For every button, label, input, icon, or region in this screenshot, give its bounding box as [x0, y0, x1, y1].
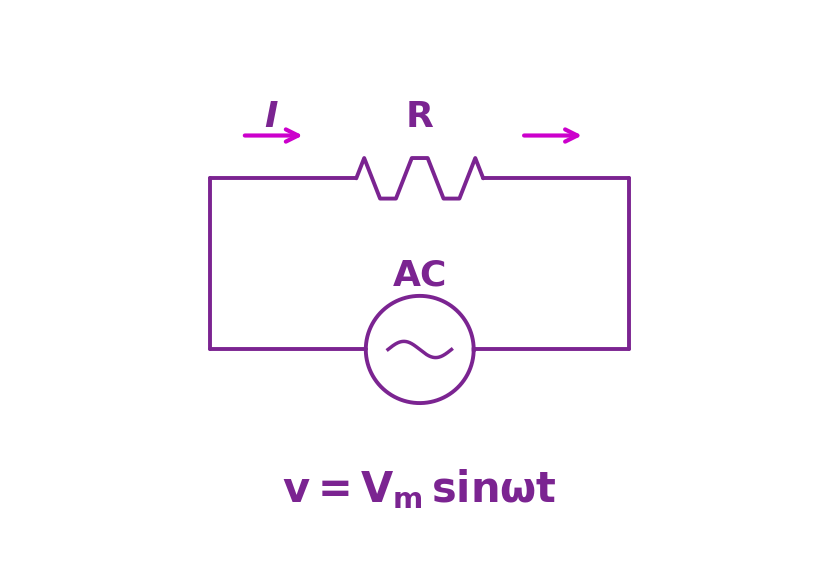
Text: I: I [264, 101, 278, 135]
Text: $\mathbf{v = V_m\,sin\omega t}$: $\mathbf{v = V_m\,sin\omega t}$ [283, 467, 557, 511]
Text: AC: AC [392, 258, 447, 292]
Text: R: R [405, 101, 434, 135]
